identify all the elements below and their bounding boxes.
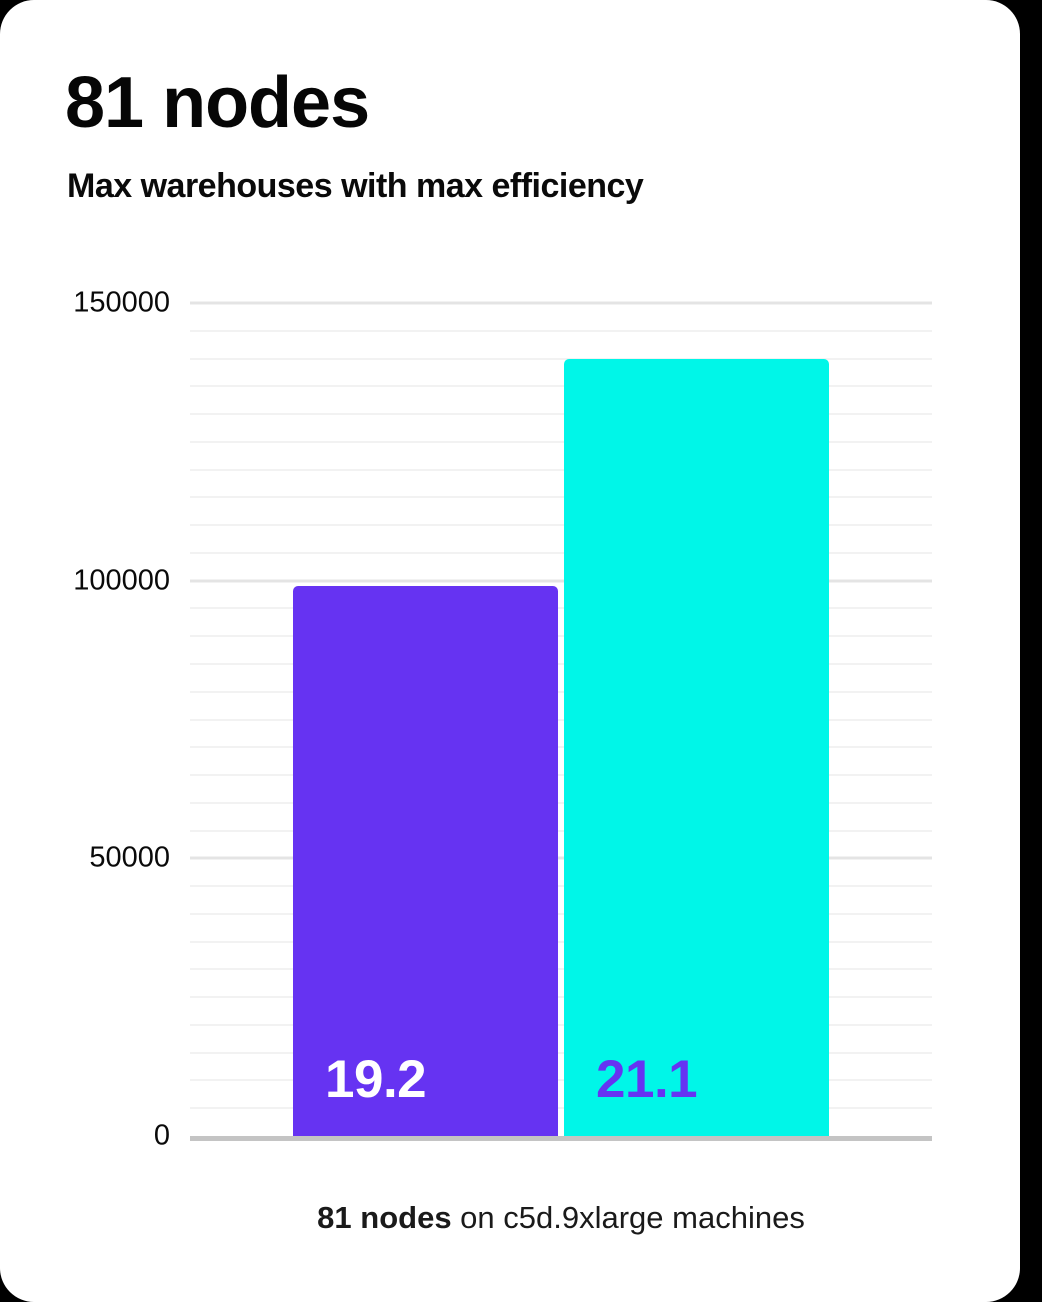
caption-bold-text: 81 nodes <box>317 1200 452 1235</box>
bar-value-label: 19.2 <box>325 1050 427 1109</box>
gridline <box>190 774 932 777</box>
gridline <box>190 996 932 999</box>
gridline <box>190 718 932 721</box>
chart-caption: 81 nodes on c5d.9xlarge machines <box>190 1200 932 1236</box>
gridline <box>190 856 932 860</box>
gridline <box>190 912 932 915</box>
y-axis-tick-label: 0 <box>153 1119 170 1152</box>
bar-group: 19.2 21.1 <box>190 303 932 1136</box>
caption-text: on c5d.9xlarge machines <box>451 1200 805 1235</box>
gridline <box>190 829 932 832</box>
gridline <box>190 1079 932 1082</box>
gridline <box>190 579 932 583</box>
gridline <box>190 329 932 332</box>
gridline <box>190 1023 932 1026</box>
gridline <box>190 551 932 554</box>
gridline <box>190 357 932 360</box>
bar-value-label: 21.1 <box>596 1050 698 1109</box>
gridline <box>190 413 932 416</box>
y-axis-tick-label: 100000 <box>73 564 170 597</box>
page-subtitle: Max warehouses with max efficiency <box>67 167 644 205</box>
gridline <box>190 301 932 305</box>
plot-area: 19.2 21.1 <box>190 301 932 1141</box>
gridline <box>190 1107 932 1110</box>
gridline <box>190 607 932 610</box>
y-axis-tick-label: 50000 <box>89 841 170 874</box>
gridline <box>190 524 932 527</box>
gridline <box>190 662 932 665</box>
gridline <box>190 690 932 693</box>
gridline <box>190 496 932 499</box>
gridline <box>190 968 932 971</box>
x-axis-line <box>190 1136 932 1141</box>
gridline <box>190 746 932 749</box>
gridline <box>190 940 932 943</box>
gridline <box>190 385 932 388</box>
page-title: 81 nodes <box>65 63 370 143</box>
gridline <box>190 468 932 471</box>
chart-card: 81 nodes Max warehouses with max efficie… <box>0 0 1020 1302</box>
y-axis-labels: 0 50000 100000 150000 <box>0 288 170 1150</box>
gridline <box>190 440 932 443</box>
gridline <box>190 1051 932 1054</box>
gridline <box>190 801 932 804</box>
gridline <box>190 885 932 888</box>
gridline <box>190 635 932 638</box>
bar: 21.1 <box>564 358 829 1136</box>
y-axis-tick-label: 150000 <box>73 286 170 319</box>
bar: 19.2 <box>293 586 558 1136</box>
